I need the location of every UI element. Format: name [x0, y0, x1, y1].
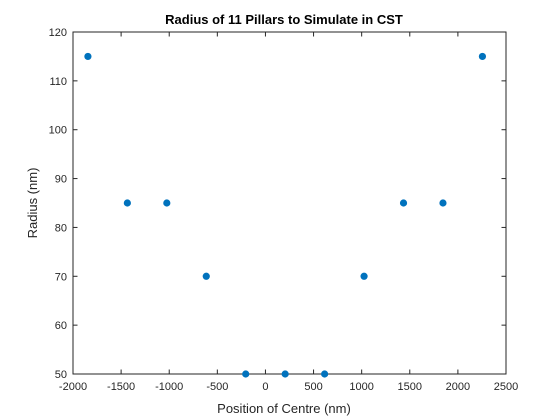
y-tick-label: 90: [55, 174, 67, 186]
y-tick-label: 120: [49, 27, 67, 39]
data-point: [399, 199, 408, 207]
x-tick-label: -2000: [59, 381, 87, 393]
x-tick-label: 2500: [494, 381, 518, 393]
y-tick-label: 60: [55, 320, 67, 332]
data-point: [360, 272, 368, 280]
x-tick-label: -500: [206, 381, 228, 393]
data-point: [163, 199, 171, 207]
x-tick-label: 2000: [446, 381, 470, 393]
data-point: [202, 272, 210, 280]
x-tick-label: -1000: [155, 381, 183, 393]
data-point: [123, 199, 131, 207]
x-tick-label: -1500: [107, 381, 135, 393]
data-point: [84, 52, 92, 61]
chart-title: Radius of 11 Pillars to Simulate in CST: [165, 12, 403, 27]
plot-area: -2000 -1500 -1000 -500 0 500 1000 1500 2000 2500 5…: [49, 27, 519, 393]
x-tick-label: 1500: [398, 381, 422, 393]
data-point: [281, 370, 289, 378]
y-tick-label: 50: [55, 369, 67, 381]
y-tick-label: 80: [55, 222, 67, 234]
y-tick-label: 70: [55, 271, 67, 283]
x-axis-label: Position of Centre (nm): [217, 401, 351, 416]
data-point: [478, 52, 487, 61]
x-tick-label: 1000: [349, 381, 373, 393]
y-tick-label: 110: [49, 76, 67, 88]
data-point: [321, 370, 329, 378]
y-tick-label: 100: [49, 125, 67, 137]
x-tick-label: 0: [262, 381, 268, 393]
x-tick-label: 500: [304, 381, 322, 393]
axes-box: [72, 31, 507, 375]
y-axis-label: Radius (nm): [25, 168, 40, 239]
data-point: [439, 199, 447, 207]
data-point: [242, 370, 250, 378]
